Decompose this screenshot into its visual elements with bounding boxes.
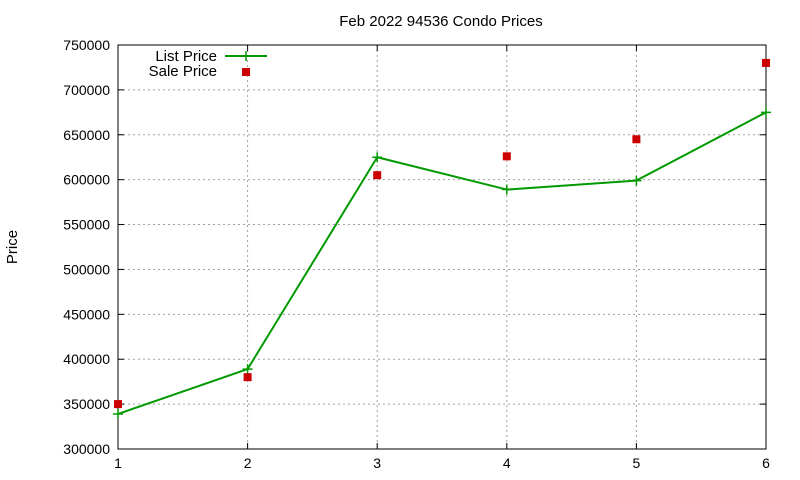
y-tick-label: 700000 xyxy=(63,82,110,98)
legend-marker-sale-price xyxy=(242,68,250,76)
y-tick-label: 500000 xyxy=(63,261,110,277)
legend-label-list-price: List Price xyxy=(155,48,217,65)
y-tick-label: 750000 xyxy=(63,37,110,53)
list-price-point xyxy=(501,184,512,195)
list-price-point xyxy=(761,107,771,118)
list-price-point xyxy=(242,364,253,375)
grid xyxy=(118,45,766,449)
sale-price-point xyxy=(632,135,641,144)
x-tick-label: 6 xyxy=(762,455,770,471)
x-tick-label: 3 xyxy=(373,455,381,471)
list-price-point xyxy=(372,152,383,163)
y-tick-label: 550000 xyxy=(63,217,110,233)
legend-label-sale-price: Sale Price xyxy=(149,63,217,80)
series-layer xyxy=(113,58,771,419)
x-tick-label: 5 xyxy=(633,455,641,471)
sale-price-point xyxy=(243,373,252,382)
y-tick-label: 400000 xyxy=(63,351,110,367)
chart-title: Feb 2022 94536 Condo Prices xyxy=(339,13,542,30)
x-tick-label: 1 xyxy=(114,455,122,471)
sale-price-point xyxy=(373,171,382,180)
legend: List Price Sale Price xyxy=(149,48,267,80)
list-price-line xyxy=(117,111,767,415)
y-tick-label: 300000 xyxy=(63,441,110,457)
y-axis-label: Price xyxy=(4,230,21,264)
plot-frame xyxy=(117,44,767,450)
y-tick-label: 650000 xyxy=(63,127,110,143)
y-tick-label: 600000 xyxy=(63,172,110,188)
x-tick-label: 2 xyxy=(244,455,252,471)
sale-price-point xyxy=(502,152,511,161)
list-price-point xyxy=(631,175,642,186)
list-price-point xyxy=(113,408,123,419)
x-tick-label: 4 xyxy=(503,455,511,471)
sale-price-point xyxy=(114,400,122,409)
y-tick-label: 450000 xyxy=(63,306,110,322)
y-tick-label: 350000 xyxy=(63,396,110,412)
axis-ticks: 300000 350000 400000 450000 500000 550000 6000… xyxy=(63,37,770,471)
sale-price-point xyxy=(762,58,770,67)
legend-marker-list-price xyxy=(241,51,251,61)
